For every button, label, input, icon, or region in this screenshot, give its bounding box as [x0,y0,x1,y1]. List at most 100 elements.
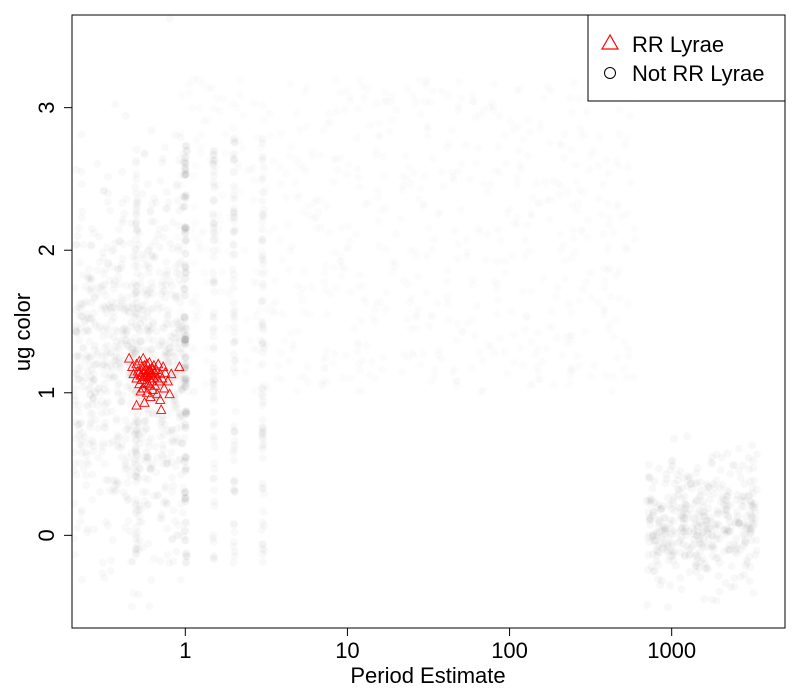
legend-triangle-icon [600,33,620,50]
not-rr-lyrae-point [122,112,130,120]
not-rr-lyrae-point [400,277,408,285]
not-rr-lyrae-point [662,470,670,478]
not-rr-lyrae-point [595,298,603,306]
not-rr-lyrae-point [78,214,86,222]
not-rr-lyrae-point [230,323,238,331]
not-rr-lyrae-point [334,166,342,174]
not-rr-lyrae-point [590,147,598,155]
not-rr-lyrae-point [173,425,181,433]
not-rr-lyrae-point [230,364,238,372]
not-rr-lyrae-point [604,247,612,255]
rr-lyrae-point [135,385,146,396]
rr-lyrae-point [164,388,175,399]
not-rr-lyrae-point [698,540,706,548]
not-rr-lyrae-point [73,524,81,532]
not-rr-lyrae-point [407,325,415,333]
not-rr-lyrae-point [119,240,127,248]
not-rr-lyrae-point [646,474,654,482]
y-axis: 0 1 2 3 [34,102,73,541]
not-rr-lyrae-point [151,442,159,450]
not-rr-lyrae-point [527,288,535,296]
not-rr-lyrae-point [700,595,708,603]
not-rr-lyrae-point [613,158,621,166]
not-rr-lyrae-point [398,368,406,376]
not-rr-lyrae-point [169,482,177,490]
not-rr-lyrae-point [567,146,575,154]
not-rr-lyrae-point [182,170,190,178]
not-rr-lyrae-point [82,448,90,456]
not-rr-lyrae-point [610,228,618,236]
not-rr-lyrae-point [162,319,170,327]
not-rr-lyrae-point [582,278,590,286]
not-rr-lyrae-point [221,149,229,157]
not-rr-lyrae-point [200,117,208,125]
not-rr-lyrae-point [119,255,127,263]
not-rr-lyrae-point [100,270,108,278]
not-rr-lyrae-point [180,223,189,232]
not-rr-lyrae-point [581,327,589,335]
not-rr-lyrae-point [602,156,610,164]
not-rr-lyrae-point [181,261,190,270]
not-rr-lyrae-point [258,197,266,205]
not-rr-lyrae-point [139,250,147,258]
not-rr-lyrae-point [560,130,568,138]
not-rr-lyrae-point [156,557,164,565]
not-rr-lyrae-point [168,474,176,482]
not-rr-lyrae-point [417,185,425,193]
not-rr-lyrae-point [545,324,553,332]
rr-lyrae-point [162,375,174,386]
not-rr-lyrae-point [735,445,743,453]
not-rr-lyrae-point [504,209,512,217]
not-rr-lyrae-point [302,167,310,175]
not-rr-lyrae-point [437,168,445,176]
not-rr-lyrae-point [182,552,191,561]
not-rr-lyrae-point [181,360,190,369]
not-rr-lyrae-point [181,494,190,503]
not-rr-lyrae-point [412,98,420,106]
not-rr-lyrae-point [104,522,112,530]
not-rr-lyrae-point [180,225,189,234]
not-rr-lyrae-point [287,80,295,88]
not-rr-lyrae-point [450,365,458,373]
not-rr-lyrae-point [95,258,103,266]
not-rr-lyrae-point [677,524,685,532]
not-rr-lyrae-point [581,130,589,138]
not-rr-lyrae-point [615,267,623,275]
not-rr-lyrae-point [494,226,502,234]
not-rr-lyrae-point [180,158,189,166]
not-rr-lyrae-point [149,318,157,326]
not-rr-lyrae-point [664,603,672,611]
not-rr-lyrae-point [731,518,739,526]
not-rr-lyrae-point [242,368,250,376]
not-rr-lyrae-point [132,546,140,554]
not-rr-lyrae-point [103,243,111,251]
not-rr-lyrae-point [607,293,615,301]
not-rr-lyrae-point [531,351,539,359]
not-rr-lyrae-point [713,597,721,605]
not-rr-lyrae-point [282,169,290,177]
not-rr-lyrae-point [181,153,190,162]
not-rr-lyrae-point [209,161,217,169]
not-rr-lyrae-point [89,375,97,383]
not-rr-lyrae-point [230,477,238,485]
not-rr-lyrae-point [679,508,687,516]
not-rr-lyrae-point [554,284,562,292]
not-rr-lyrae-point [670,435,678,443]
not-rr-lyrae-point [182,382,190,391]
not-rr-lyrae-point [118,397,126,405]
rr-lyrae-point [144,356,155,367]
not-rr-lyrae-point [469,98,477,106]
x-tick-label: 10 [335,638,359,663]
not-rr-lyrae-point [240,111,248,119]
not-rr-lyrae-point [689,514,697,522]
not-rr-lyrae-point [108,317,116,325]
rr-lyrae-point [144,364,155,374]
not-rr-lyrae-point [630,225,638,233]
legend-label-rr-lyrae: RR Lyrae [632,32,724,57]
not-rr-lyrae-point [598,210,606,218]
not-rr-lyrae-point [85,265,93,273]
not-rr-lyrae-point [307,283,315,291]
not-rr-lyrae-point [625,352,633,360]
not-rr-lyrae-point [454,255,462,263]
not-rr-lyrae-point [560,241,568,249]
